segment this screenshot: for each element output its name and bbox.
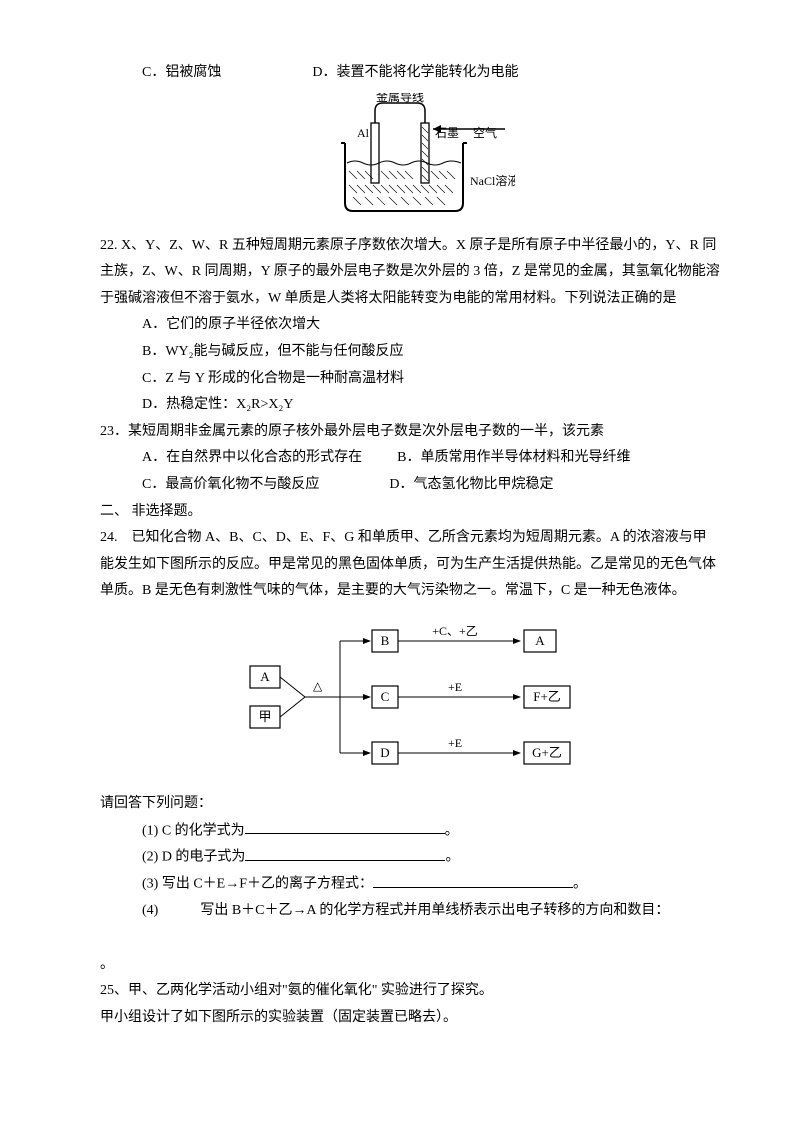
svg-text:A: A [260, 669, 270, 684]
svg-text:C: C [381, 689, 390, 704]
q22-a: A．它们的原子半径依次增大 [100, 312, 720, 339]
svg-text:B: B [381, 633, 390, 648]
label-wire: 金属导线 [376, 93, 424, 104]
dot1: 。 [445, 823, 459, 838]
svg-text:+E: +E [448, 736, 462, 750]
section-2: 二、 非选择题。 [100, 499, 720, 526]
label-nacl: NaCl溶液 [470, 173, 515, 188]
q22-d: D．热稳定性：X₂R>X₂Y [100, 392, 720, 419]
blank-d[interactable] [245, 844, 445, 860]
q24-diagram: A 甲 △ B C D +C、+乙 +E +E A F+乙 G+乙 [100, 611, 720, 781]
blank-eq1[interactable] [373, 871, 573, 887]
dot3: 。 [573, 877, 587, 892]
q24-p1: (1) C 的化学式为 [142, 823, 245, 838]
svg-text:+E: +E [448, 680, 462, 694]
svg-text:△: △ [313, 679, 323, 693]
q25-l2: 甲小组设计了如下图所示的实验装置（固定装置已略去）。 [100, 1005, 720, 1032]
q21-opt-d: D．装置不能将化学能转化为电能 [312, 65, 518, 80]
q24-p4: (4) 写出 B＋C＋乙→A 的化学方程式并用单线桥表示出电子转移的方向和数目： [100, 898, 720, 925]
q23-c: C．最高价氧化物不与酸反应 [142, 477, 319, 492]
svg-text:+C、+乙: +C、+乙 [432, 624, 478, 638]
q21-diagram: 金属导线 Al 石墨 空气 [100, 93, 720, 223]
dot4: 。 [100, 952, 720, 979]
svg-text:F+乙: F+乙 [533, 689, 561, 704]
svg-text:甲: 甲 [258, 709, 271, 724]
q24-ask: 请回答下列问题： [100, 791, 720, 818]
label-air: 空气 [473, 125, 497, 140]
q24-p3: (3) 写出 C＋E→F＋乙的离子方程式： [142, 877, 373, 892]
svg-text:A: A [535, 633, 545, 648]
label-al: Al [357, 126, 370, 140]
dot2: 。 [445, 850, 459, 865]
svg-text:G+乙: G+乙 [532, 745, 562, 760]
q25-l1: 25、甲、乙两化学活动小组对"氨的催化氧化" 实验进行了探究。 [100, 978, 720, 1005]
q22-c: C．Z 与 Y 形成的化合物是一种耐高温材料 [100, 366, 720, 393]
svg-text:D: D [380, 745, 389, 760]
q22-stem: 22. X、Y、Z、W、R 五种短周期元素原子序数依次增大。X 原子是所有原子中… [100, 233, 720, 313]
q21-opt-c: C．铝被腐蚀 [142, 65, 221, 80]
q23-a: A．在自然界中以化合态的形式存在 [142, 450, 362, 465]
q22-b: B．WY₂能与碱反应，但不能与任何酸反应 [100, 339, 720, 366]
q23-stem: 23．某短周期非金属元素的原子核外最外层电子数是次外层电子数的一半，该元素 [100, 419, 720, 446]
q24-p2: (2) D 的电子式为 [142, 850, 245, 865]
blank-c[interactable] [245, 818, 445, 834]
q23-d: D．气态氢化物比甲烷稳定 [389, 477, 553, 492]
q23-b: B．单质常用作半导体材料和光导纤维 [397, 450, 630, 465]
q24-stem: 24. 已知化合物 A、B、C、D、E、F、G 和单质甲、乙所含元素均为短周期元… [100, 525, 720, 605]
